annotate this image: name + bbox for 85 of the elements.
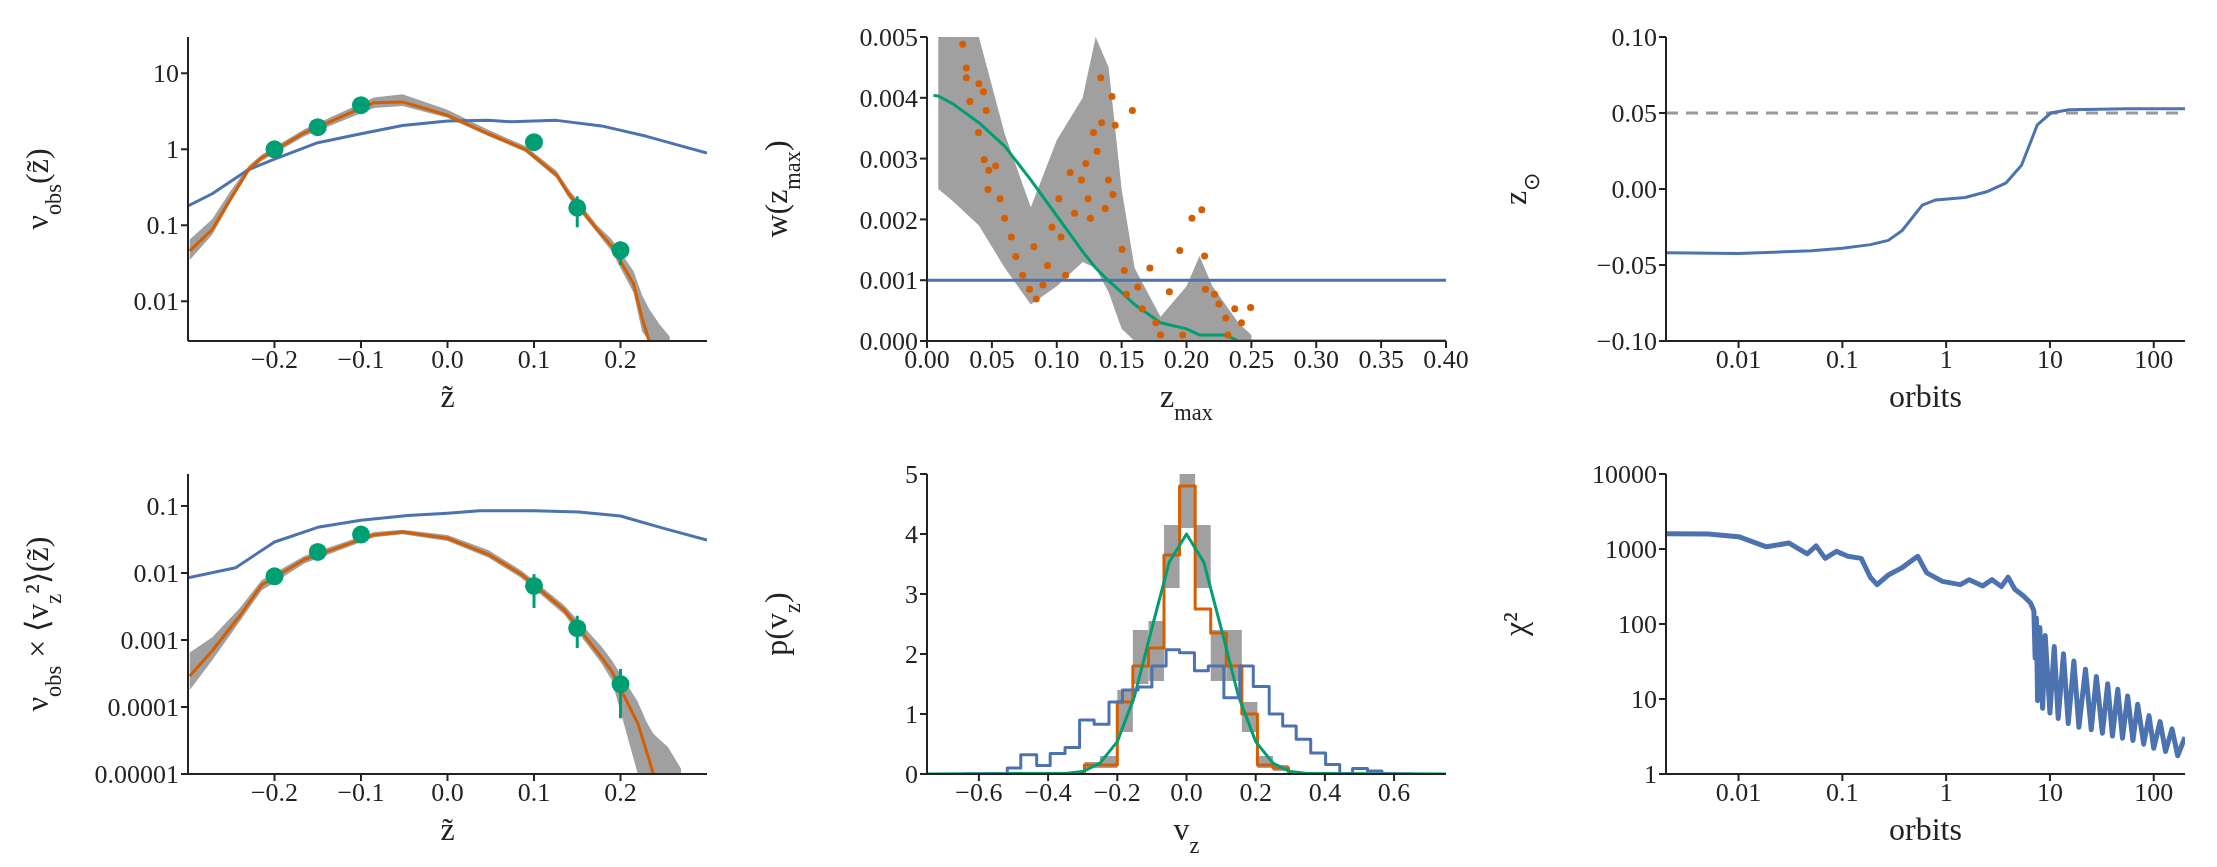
- x-tick-label: 0.01: [1715, 345, 1762, 375]
- y-tick-label: 0.005: [859, 23, 918, 53]
- y-tick-label: 10000: [1592, 460, 1657, 490]
- x-tick-label: 0.20: [1163, 345, 1210, 375]
- x-tick-label: 0.35: [1358, 345, 1404, 375]
- x-tick-label: 0.0: [431, 345, 464, 375]
- x-tick-label: −0.4: [1024, 778, 1072, 808]
- x-axis-title: z̃: [440, 811, 455, 847]
- x-tick-label: 0.10: [1034, 345, 1080, 375]
- x-axis-title: v$_{z}$: [1173, 811, 1200, 858]
- y-tick-label: 100: [1618, 610, 1657, 640]
- x-tick-label: 0.40: [1423, 345, 1469, 375]
- x-tick-label: 0.6: [1377, 778, 1411, 808]
- x-tick-label: 0.0: [1170, 778, 1203, 808]
- x-tick-label: 0.4: [1308, 778, 1342, 808]
- x-tick-label: 0.1: [517, 345, 551, 375]
- y-tick-label: 0.01: [133, 287, 179, 317]
- x-tick-label: −0.1: [337, 345, 385, 375]
- y-tick-label: 1: [166, 135, 179, 165]
- y-tick-label: 3: [905, 580, 918, 610]
- point: [265, 140, 284, 159]
- x-tick-label: 0.2: [604, 778, 637, 808]
- point: [308, 118, 327, 137]
- y-tick-label: 0.1: [146, 211, 179, 241]
- x-axis-title: z$_{max}$: [1160, 378, 1213, 425]
- y-tick-label: 1000: [1605, 535, 1657, 565]
- point: [611, 241, 630, 260]
- y-tick-label: 0: [905, 760, 918, 790]
- point: [308, 542, 327, 561]
- point: [568, 198, 587, 217]
- x-tick-label: 0.2: [604, 345, 637, 375]
- point: [525, 576, 543, 595]
- y-tick-label: 0.001: [859, 266, 918, 296]
- point: [352, 96, 370, 115]
- x-tick-label: 100: [2134, 345, 2174, 375]
- y-tick-label: 5: [905, 460, 918, 490]
- x-tick-label: 0.30: [1293, 345, 1339, 375]
- y-tick-label: 0.01: [133, 559, 179, 589]
- x-tick-label: 10: [2036, 345, 2063, 375]
- point: [265, 567, 284, 586]
- x-tick-label: −0.1: [337, 778, 385, 808]
- y-tick-label: 0.00001: [94, 760, 179, 790]
- x-tick-label: 0.2: [1239, 778, 1272, 808]
- y-tick-label: 0.0001: [107, 693, 179, 723]
- x-axis-title: orbits: [1889, 811, 1962, 847]
- x-tick-label: −0.2: [1093, 778, 1141, 808]
- y-tick-label: 0.05: [1611, 99, 1657, 129]
- y-tick-label: 2: [905, 640, 918, 670]
- line-series: [188, 509, 707, 580]
- y-tick-label: 4: [905, 520, 918, 550]
- x-tick-label: 0.25: [1228, 345, 1275, 375]
- x-tick-label: 0.1: [1826, 345, 1859, 375]
- y-tick-label: 0.00: [1611, 175, 1657, 205]
- x-tick-label: 0.15: [1098, 345, 1145, 375]
- y-tick-label: 0.004: [859, 84, 918, 114]
- x-tick-label: 1: [1939, 778, 1953, 808]
- y-tick-label: 0.10: [1611, 23, 1657, 53]
- y-tick-label: 0.003: [859, 144, 918, 174]
- x-tick-label: −0.2: [250, 345, 299, 375]
- x-axis-title: z̃: [440, 378, 455, 414]
- x-tick-label: −0.2: [250, 778, 299, 808]
- x-tick-label: 0.1: [517, 778, 551, 808]
- y-tick-label: 10: [1631, 685, 1657, 715]
- line-series: [188, 118, 707, 208]
- point: [568, 619, 587, 638]
- y-tick-label: 10: [153, 59, 179, 89]
- point: [611, 675, 630, 694]
- y-tick-label: −0.05: [1596, 251, 1657, 281]
- y-tick-label: 0.1: [146, 492, 179, 522]
- y-tick-label: −0.10: [1596, 327, 1657, 357]
- x-tick-label: 1: [1939, 345, 1953, 375]
- y-tick-label: 0.001: [120, 626, 179, 656]
- x-tick-label: 0.0: [431, 778, 464, 808]
- x-tick-label: 100: [2134, 778, 2174, 808]
- point: [352, 525, 370, 544]
- x-tick-label: 0.05: [969, 345, 1015, 375]
- x-axis-title: orbits: [1889, 378, 1962, 414]
- y-tick-label: 1: [905, 700, 918, 730]
- y-tick-label: 0.002: [859, 205, 918, 235]
- x-tick-label: 0.01: [1715, 778, 1762, 808]
- y-axis-title: χ²: [1497, 612, 1533, 637]
- x-tick-label: −0.6: [955, 778, 1003, 808]
- x-tick-label: 0.1: [1826, 778, 1859, 808]
- x-tick-label: 10: [2036, 778, 2063, 808]
- point: [525, 133, 543, 152]
